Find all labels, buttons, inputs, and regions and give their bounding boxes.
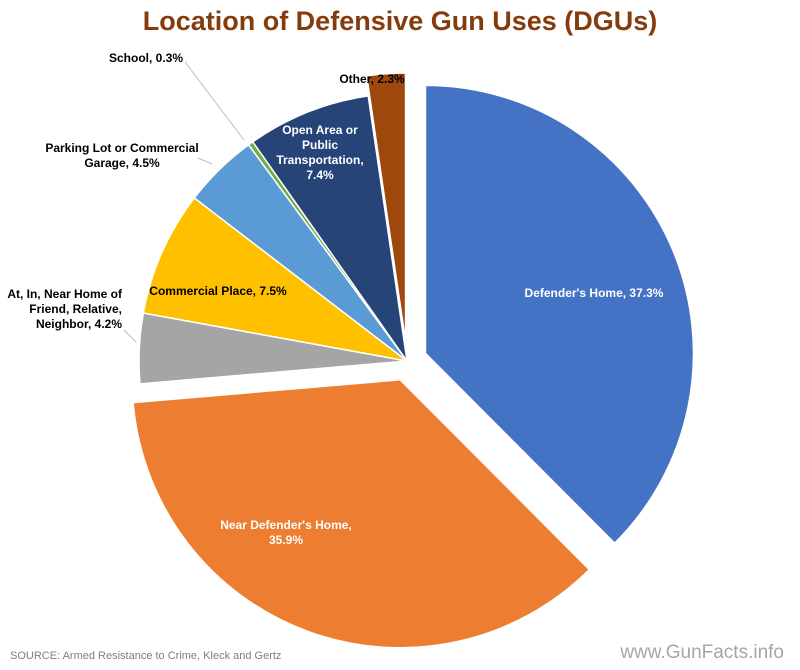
pie-slice-2 (132, 379, 591, 649)
slice-label-7: Open Area or Public Transportation, 7.4% (276, 123, 363, 182)
leader-line-5 (197, 157, 213, 165)
leader-line-3 (123, 329, 137, 343)
pie-slice-4 (142, 196, 408, 362)
watermark: www.GunFacts.info (620, 642, 784, 663)
pie-slice-8 (365, 72, 407, 342)
slice-label-2: Near Defender's Home, 35.9% (220, 518, 352, 547)
slice-label-5: Parking Lot or Commercial Garage, 4.5% (45, 141, 198, 170)
source-note: SOURCE: Armed Resistance to Crime, Kleck… (10, 650, 282, 662)
slice-label-1: Defender's Home, 37.3% (525, 286, 664, 300)
slice-label-4: Commercial Place, 7.5% (149, 284, 287, 298)
slice-label-8: Other, 2.3% (339, 72, 405, 86)
slice-label-3: At, In, Near Home of Friend, Relative, Nei… (7, 287, 123, 331)
chart-title: Location of Defensive Gun Uses (DGUs) (142, 6, 658, 36)
pie-slice-1 (424, 84, 695, 545)
leader-line-6 (184, 61, 245, 141)
pie-slice-7 (251, 94, 408, 362)
slice-label-6: School, 0.3% (109, 51, 183, 65)
